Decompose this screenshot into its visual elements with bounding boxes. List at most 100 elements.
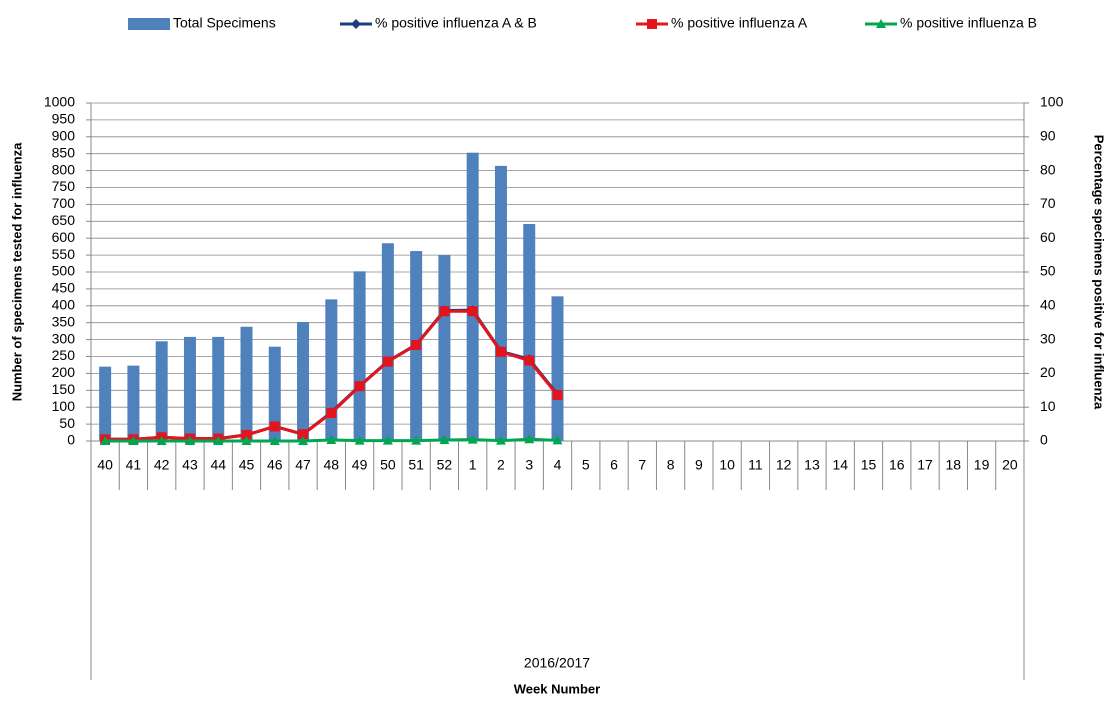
- x-tick-label: 6: [610, 457, 618, 473]
- y-tick-label: 650: [52, 212, 76, 228]
- x-tick-label: 11: [748, 457, 763, 473]
- x-tick-label: 10: [719, 457, 735, 473]
- bar: [99, 366, 112, 441]
- y-axis-title: Number of specimens tested for influenza: [9, 142, 24, 401]
- x-axis-title: Week Number: [514, 681, 600, 696]
- bar: [240, 326, 253, 441]
- y-tick-label: 150: [52, 381, 76, 397]
- bar: [494, 165, 507, 442]
- y-tick-label: 550: [52, 246, 76, 262]
- x-tick-label: 4: [554, 457, 562, 473]
- y-tick-label: 700: [52, 195, 76, 211]
- marker: [876, 19, 886, 28]
- y-tick-label: 0: [67, 432, 75, 448]
- x-tick-label: 12: [776, 457, 792, 473]
- bar: [127, 365, 140, 441]
- y-tick-label: 250: [52, 347, 76, 363]
- marker: [156, 436, 167, 445]
- legend-label: % positive influenza A: [671, 15, 808, 31]
- marker: [382, 435, 393, 445]
- bar: [438, 255, 451, 441]
- x-tick-label: 45: [239, 457, 255, 473]
- marker: [354, 435, 365, 445]
- y2-tick-label: 100: [1040, 94, 1064, 110]
- marker: [495, 346, 506, 357]
- x-tick-label: 43: [182, 457, 198, 473]
- x-tick-label: 7: [638, 457, 646, 473]
- x-tick-label: 13: [804, 457, 820, 473]
- x-tick-label: 14: [832, 457, 848, 473]
- x-tick-label: 17: [917, 457, 933, 473]
- bar: [466, 152, 479, 441]
- y2-tick-label: 70: [1040, 195, 1056, 211]
- marker: [354, 381, 365, 392]
- x-tick-label: 3: [525, 457, 533, 473]
- marker: [326, 407, 337, 418]
- x-tick-label: 5: [582, 457, 590, 473]
- y-tick-label: 300: [52, 330, 76, 346]
- y-tick-label: 400: [52, 297, 76, 313]
- x-tick-label: 18: [946, 457, 962, 473]
- legend-label: % positive influenza B: [900, 15, 1037, 31]
- marker: [552, 435, 563, 445]
- y-tick-label: 50: [59, 415, 75, 431]
- marker: [495, 435, 506, 445]
- marker: [326, 434, 337, 444]
- marker: [213, 436, 224, 445]
- marker: [524, 355, 535, 366]
- x-group-label: 2016/2017: [524, 655, 590, 671]
- y-tick-label: 900: [52, 128, 76, 144]
- marker: [269, 421, 280, 432]
- marker: [298, 436, 309, 445]
- x-tick-label: 47: [295, 457, 311, 473]
- bar: [297, 322, 310, 441]
- x-tick-label: 15: [861, 457, 877, 473]
- y-tick-label: 600: [52, 229, 76, 245]
- marker: [241, 436, 252, 445]
- bar: [325, 299, 338, 441]
- y2-tick-label: 10: [1040, 398, 1056, 414]
- marker: [351, 19, 361, 29]
- marker: [241, 429, 252, 440]
- x-tick-label: 51: [408, 457, 424, 473]
- marker: [269, 436, 280, 445]
- marker: [411, 435, 422, 445]
- x-tick-label: 49: [352, 457, 368, 473]
- y-tick-label: 500: [52, 263, 76, 279]
- bar: [155, 341, 168, 441]
- y2-tick-label: 50: [1040, 263, 1056, 279]
- y-tick-label: 800: [52, 161, 76, 177]
- y-tick-label: 750: [52, 178, 76, 194]
- marker: [467, 306, 478, 317]
- bar: [523, 224, 536, 441]
- y-tick-label: 200: [52, 364, 76, 380]
- x-tick-label: 1: [469, 457, 477, 473]
- marker: [647, 19, 657, 29]
- y2-axis-title: Percentage specimens positive for influe…: [1092, 135, 1107, 410]
- x-tick-label: 9: [695, 457, 703, 473]
- legend-swatch: [128, 18, 170, 30]
- legend-label: % positive influenza A & B: [375, 15, 537, 31]
- x-tick-label: 40: [97, 457, 113, 473]
- marker: [439, 306, 450, 317]
- bar: [353, 271, 366, 441]
- x-tick-label: 44: [210, 457, 226, 473]
- bar: [381, 243, 394, 441]
- y-tick-label: 1000: [44, 94, 75, 110]
- marker: [100, 436, 111, 445]
- x-tick-label: 50: [380, 457, 396, 473]
- y2-tick-label: 60: [1040, 229, 1056, 245]
- marker: [439, 434, 450, 444]
- x-tick-label: 41: [126, 457, 142, 473]
- x-tick-label: 42: [154, 457, 170, 473]
- marker: [467, 434, 478, 444]
- y-tick-label: 850: [52, 144, 76, 160]
- y2-tick-label: 0: [1040, 432, 1048, 448]
- marker: [298, 429, 309, 440]
- marker: [382, 356, 393, 367]
- y-tick-label: 350: [52, 313, 76, 329]
- y2-tick-label: 30: [1040, 330, 1056, 346]
- y2-tick-label: 80: [1040, 161, 1056, 177]
- marker: [184, 436, 195, 445]
